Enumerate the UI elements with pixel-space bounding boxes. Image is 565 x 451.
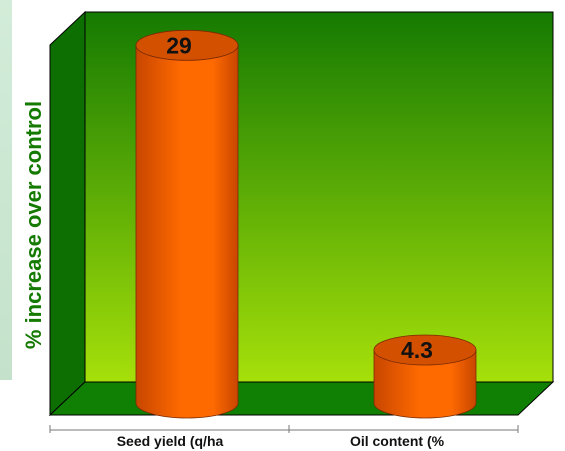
bar-2 <box>373 334 477 419</box>
x-tick-label-1: Seed yield (q/ha <box>117 433 224 449</box>
bar-1 <box>135 29 239 419</box>
bar-top-2 <box>373 334 477 366</box>
left-edge-band <box>0 0 12 380</box>
bar-value-label-2: 4.3 <box>401 337 433 363</box>
bar-body-2 <box>373 349 477 419</box>
x-tick-label-2: Oil content (% <box>350 433 445 449</box>
bar-body-1 <box>135 44 239 419</box>
bar-value-label-1: 29 <box>166 32 192 58</box>
chart-side-wall <box>49 10 86 417</box>
y-axis-title: % increase over control <box>21 101 46 349</box>
bar-top-1 <box>135 29 239 61</box>
chart-floor <box>48 381 555 416</box>
